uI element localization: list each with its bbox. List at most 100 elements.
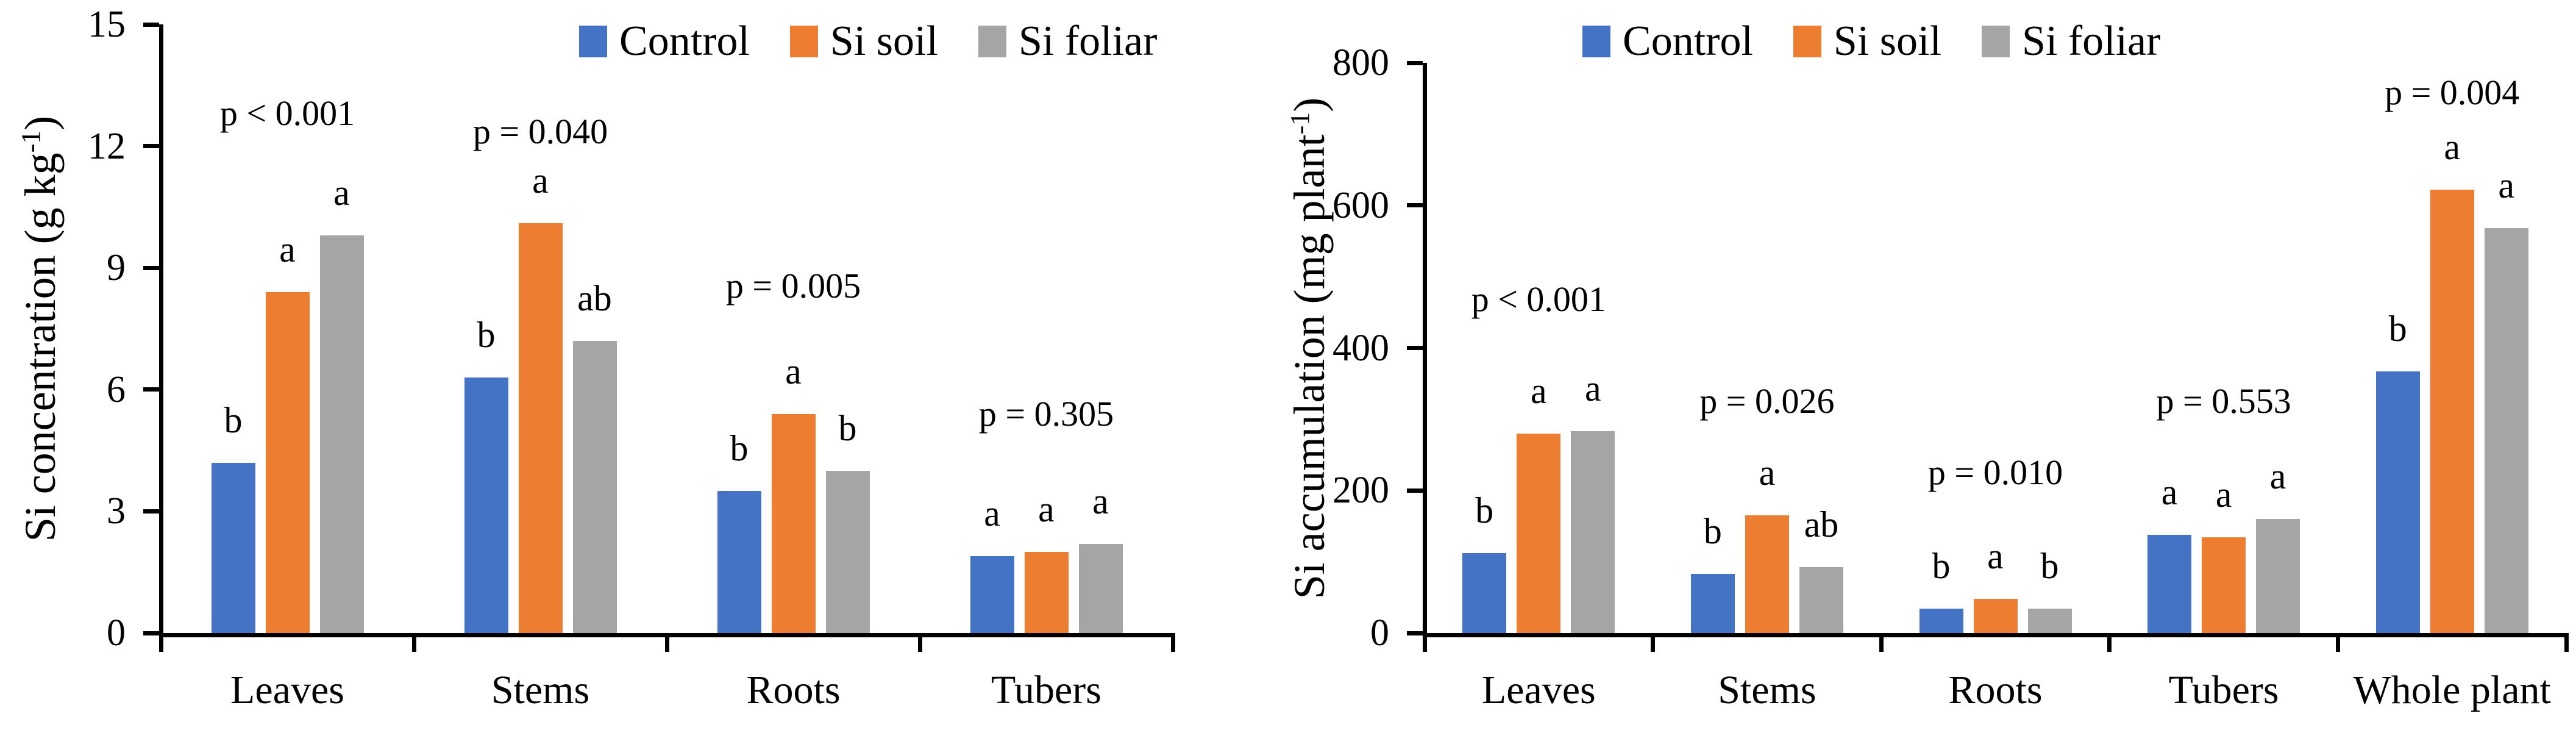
y-axis-line [1422,63,1427,637]
significance-letter: ab [1804,504,1839,545]
bar-control-stems [1690,573,1735,633]
x-axis-tick [411,637,416,652]
legend-swatch-icon [789,26,818,57]
bar-si-soil-roots [1973,598,2018,633]
legend-label: Si foliar [1018,18,1158,65]
y-tick-label: 0 [107,612,126,654]
bar-si-soil-tubers [2202,537,2246,633]
significance-letter: b [1475,490,1494,531]
x-axis-tick [1170,637,1175,652]
y-tick-label: 6 [107,368,126,410]
y-axis-tick [143,387,159,392]
bar-control-tubers [2147,534,2192,633]
y-axis-title: Si accumulation (mg plant-1) [1276,0,1343,714]
legend-label: Control [619,18,750,65]
significance-letter: a [1759,453,1776,493]
significance-letter: a [1584,368,1601,409]
significance-letter: b [224,399,243,440]
bar-si-foliar-leaves [1571,431,1615,633]
bar-si-soil-tubers [1024,551,1069,633]
legend: Control Si soil Si foliar [579,16,1197,67]
y-tick-label: 12 [88,125,126,167]
y-tick-label: 800 [1332,42,1389,84]
bar-si-soil-stems [1745,515,1789,633]
significance-letter: a [785,351,802,392]
category-label-leaves: Leaves [1481,668,1596,712]
x-axis-tick [2564,637,2569,652]
significance-letter: a [1530,370,1547,411]
legend-swatch-icon [978,26,1006,57]
y-axis-title-superscript: -1 [1285,112,1315,134]
legend-swatch-icon [1793,26,1821,57]
x-axis-tick [2107,637,2112,652]
y-tick-label: 9 [107,247,126,289]
bar-control-leaves [211,462,255,633]
p-value-label: p = 0.040 [472,112,608,152]
bar-si-soil-stems [518,223,563,633]
y-axis-title-text: Si accumulation (mg plant [1285,134,1334,599]
significance-letter: a [279,229,296,270]
p-value-label: p < 0.001 [219,93,355,134]
significance-letter: ab [577,277,612,318]
bar-control-stems [464,377,508,633]
legend-item-si-soil: Si soil [1793,17,1941,66]
legend-swatch-icon [1582,26,1610,57]
p-value-label: p = 0.553 [2156,381,2291,421]
bar-si-soil-whole-plant [2430,190,2474,633]
bar-si-foliar-roots [2027,609,2072,633]
bar-control-roots [717,491,761,633]
legend: Control Si soil Si foliar [1582,16,2201,67]
bar-control-whole-plant [2375,371,2420,633]
bar-control-tubers [970,556,1014,633]
significance-letter: a [2161,471,2178,512]
category-label-roots: Roots [1948,668,2043,712]
legend-item-control: Control [1582,17,1753,66]
bar-si-foliar-roots [825,470,870,633]
p-value-label: p = 0.026 [1699,381,1835,421]
significance-letter: b [2040,546,2059,587]
y-axis-tick [1406,488,1423,493]
bar-si-soil-leaves [265,292,310,633]
p-value-label: p = 0.004 [2385,73,2520,113]
bar-si-foliar-leaves [319,235,364,633]
y-tick-label: 0 [1370,612,1389,654]
bar-si-soil-roots [771,413,816,633]
p-value-label: p < 0.001 [1471,279,1606,320]
y-axis-tick [143,265,159,270]
legend-swatch-icon [579,26,607,57]
legend-label: Control [1623,18,1753,65]
y-tick-label: 400 [1332,327,1389,369]
category-label-stems: Stems [1718,668,1816,712]
p-value-label: p = 0.010 [1927,453,2063,493]
y-axis-tick [1406,346,1423,350]
bar-si-foliar-tubers [2256,519,2300,633]
legend-item-si-foliar: Si foliar [978,17,1157,66]
bar-si-foliar-stems [572,340,617,633]
bar-si-foliar-whole-plant [2484,228,2528,633]
x-axis-tick [158,637,163,652]
significance-letter: a [1038,488,1055,529]
x-axis-tick [664,637,669,652]
x-axis-tick [1879,637,1884,652]
x-axis-tick [1422,637,1427,652]
y-tick-label: 200 [1332,470,1389,512]
category-label-tubers: Tubers [991,668,1101,712]
significance-letter: b [1932,546,1951,587]
y-axis-tick [1406,631,1423,635]
significance-letter: b [2388,309,2407,349]
y-tick-label: 600 [1332,184,1389,226]
bar-si-soil-leaves [1517,433,1561,633]
significance-letter: a [532,160,549,201]
significance-letter: a [2444,127,2460,168]
bar-si-foliar-stems [1799,567,1843,633]
significance-letter: b [1703,510,1722,551]
category-label-whole-plant: Whole plant [2353,668,2551,712]
y-tick-label: 15 [88,4,126,45]
significance-letter: b [838,407,857,448]
significance-letter: a [984,493,1000,534]
category-label-roots: Roots [746,668,841,712]
x-axis-tick [917,637,922,652]
significance-letter: a [2269,456,2286,496]
